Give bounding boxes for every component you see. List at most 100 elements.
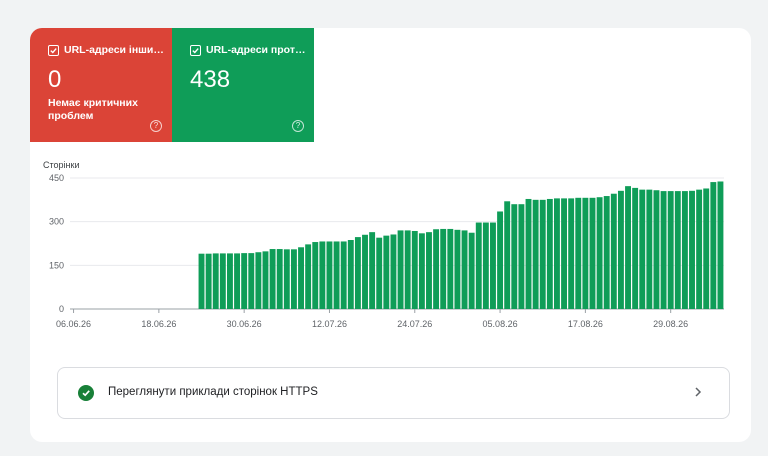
chart-bar[interactable]	[383, 235, 390, 309]
y-tick-label: 0	[59, 304, 64, 314]
chart-bar[interactable]	[525, 198, 532, 309]
chart-svg: 0 150 300 450 06.06.26 18.06.26 30.06.26 12.07.…	[49, 173, 724, 329]
chart-bar[interactable]	[198, 253, 205, 309]
chart-bar[interactable]	[660, 191, 667, 309]
tile-value: 0	[48, 66, 62, 93]
chart-bar[interactable]	[625, 186, 631, 309]
x-tick-label: 29.08.26	[653, 319, 688, 329]
chart-bar[interactable]	[234, 253, 241, 309]
y-tick-label: 450	[49, 173, 64, 183]
checkbox-icon[interactable]	[48, 44, 59, 56]
chart-bar[interactable]	[497, 211, 504, 309]
chart-bar[interactable]	[589, 197, 596, 309]
chart-bar[interactable]	[418, 233, 425, 309]
chart-bar[interactable]	[689, 190, 695, 309]
chart-bar[interactable]	[226, 253, 233, 309]
chart-bar[interactable]	[532, 199, 539, 309]
tile-protected-urls[interactable]: URL-адреси прот… 438 ?	[172, 28, 314, 142]
chart-bar[interactable]	[333, 241, 340, 309]
chart-bar[interactable]	[546, 198, 553, 309]
chart-bar[interactable]	[561, 198, 568, 309]
x-tick-label: 30.06.26	[227, 319, 262, 329]
chart-bar[interactable]	[461, 230, 468, 309]
x-tick-label: 05.08.26	[483, 319, 518, 329]
chart-bar[interactable]	[369, 232, 376, 309]
chart-bar[interactable]	[518, 204, 525, 309]
tile-other-urls[interactable]: URL-адреси інши… 0 Немає критичних пробл…	[30, 28, 172, 142]
chart-bar[interactable]	[411, 230, 418, 309]
chart-bar[interactable]	[447, 228, 454, 309]
chart-bar[interactable]	[340, 241, 347, 309]
chart-bar[interactable]	[404, 230, 411, 309]
chart-bar[interactable]	[319, 241, 326, 309]
chart-bar[interactable]	[347, 240, 354, 309]
chart-bar[interactable]	[596, 197, 603, 309]
tile-value: 438	[190, 66, 231, 93]
chart-bar[interactable]	[667, 191, 674, 309]
chart-bar[interactable]	[241, 253, 248, 309]
chart-bar[interactable]	[326, 241, 333, 309]
tile-header: URL-адреси прот…	[190, 44, 306, 56]
chart-bar[interactable]	[490, 222, 496, 309]
chart-bar[interactable]	[696, 189, 703, 309]
chart-bar[interactable]	[440, 228, 447, 309]
chart-bar[interactable]	[646, 189, 653, 309]
x-tick-label: 06.06.26	[56, 319, 91, 329]
chevron-right-icon[interactable]	[693, 384, 703, 400]
y-tick-label: 150	[49, 260, 64, 270]
chart-bar[interactable]	[298, 247, 304, 309]
chart-bar[interactable]	[717, 181, 724, 309]
checkbox-icon[interactable]	[190, 44, 201, 56]
chart-bar[interactable]	[639, 189, 646, 309]
view-https-examples-row[interactable]: Переглянути приклади сторінок HTTPS	[57, 367, 730, 419]
chart-bar[interactable]	[610, 193, 617, 309]
chart-bar[interactable]	[397, 230, 404, 309]
chart-bar[interactable]	[305, 244, 312, 309]
chart-bar[interactable]	[674, 191, 681, 309]
chart-bar[interactable]	[703, 188, 710, 309]
chart-bar[interactable]	[632, 187, 639, 309]
chart-bar[interactable]	[205, 253, 212, 309]
chart-bar[interactable]	[262, 251, 269, 309]
chart-bar[interactable]	[354, 237, 361, 309]
help-icon[interactable]: ?	[292, 120, 304, 132]
chart-bar[interactable]	[681, 191, 688, 309]
chart-bar[interactable]	[475, 222, 482, 309]
chart-bar[interactable]	[710, 182, 717, 309]
chart-bar[interactable]	[219, 253, 226, 309]
chart-bar[interactable]	[433, 229, 440, 309]
y-tick-label: 300	[49, 217, 64, 227]
x-tick-label: 18.06.26	[141, 319, 176, 329]
chart-bar[interactable]	[276, 249, 283, 309]
chart-bar[interactable]	[653, 190, 660, 309]
chart-bar[interactable]	[603, 196, 610, 309]
pages-chart: Сторінки 0 150 300 450 06.06.26 18.06.26 30.06…	[30, 28, 751, 442]
tile-header: URL-адреси інши…	[48, 44, 164, 56]
chart-bar[interactable]	[617, 190, 624, 309]
chart-bar[interactable]	[568, 198, 575, 309]
chart-bar[interactable]	[426, 232, 432, 309]
tile-label: URL-адреси прот…	[206, 44, 306, 56]
chart-bar[interactable]	[269, 249, 276, 309]
chart-bar[interactable]	[468, 232, 475, 309]
chart-bar[interactable]	[575, 197, 582, 309]
chart-bar[interactable]	[539, 199, 546, 309]
chart-bar[interactable]	[482, 222, 489, 309]
chart-bar[interactable]	[376, 237, 383, 309]
chart-bar[interactable]	[312, 242, 319, 309]
chart-bar[interactable]	[390, 234, 397, 309]
chart-bar[interactable]	[504, 201, 511, 309]
tile-label: URL-адреси інши…	[64, 44, 164, 56]
chart-bar[interactable]	[283, 249, 290, 309]
chart-bar[interactable]	[582, 197, 589, 309]
chart-bar[interactable]	[290, 249, 297, 309]
chart-bar[interactable]	[255, 252, 262, 309]
chart-bar[interactable]	[511, 204, 518, 309]
x-tick-label: 24.07.26	[397, 319, 432, 329]
chart-bar[interactable]	[362, 234, 368, 309]
help-icon[interactable]: ?	[150, 120, 162, 132]
chart-bar[interactable]	[553, 198, 560, 309]
chart-bar[interactable]	[248, 253, 255, 309]
chart-bar[interactable]	[212, 253, 219, 309]
chart-bar[interactable]	[454, 229, 461, 309]
